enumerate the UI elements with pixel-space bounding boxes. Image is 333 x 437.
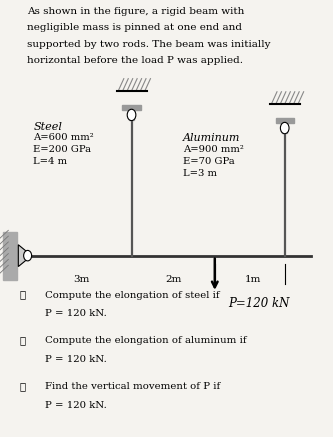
Bar bbox=[282, 123, 287, 133]
Text: 1m: 1m bbox=[245, 275, 261, 284]
Text: E=200 GPa: E=200 GPa bbox=[33, 145, 92, 154]
Text: negligible mass is pinned at one end and: negligible mass is pinned at one end and bbox=[27, 23, 242, 32]
Text: Compute the elongation of steel if: Compute the elongation of steel if bbox=[45, 291, 219, 300]
Circle shape bbox=[24, 250, 32, 261]
Text: ②: ② bbox=[20, 336, 26, 346]
Text: L=4 m: L=4 m bbox=[33, 157, 67, 166]
Text: P = 120 kN.: P = 120 kN. bbox=[45, 309, 107, 318]
Text: Aluminum: Aluminum bbox=[183, 133, 240, 143]
Circle shape bbox=[280, 122, 289, 134]
Text: Steel: Steel bbox=[33, 122, 62, 132]
Text: ③: ③ bbox=[20, 382, 26, 392]
Text: P = 120 kN.: P = 120 kN. bbox=[45, 401, 107, 410]
Text: A=900 mm²: A=900 mm² bbox=[183, 145, 244, 154]
Text: As shown in the figure, a rigid beam with: As shown in the figure, a rigid beam wit… bbox=[27, 7, 244, 16]
Text: horizontal before the load P was applied.: horizontal before the load P was applied… bbox=[27, 56, 243, 66]
Text: Compute the elongation of aluminum if: Compute the elongation of aluminum if bbox=[45, 336, 246, 346]
Bar bbox=[123, 105, 141, 110]
Text: A=600 mm²: A=600 mm² bbox=[33, 133, 94, 142]
Text: ①: ① bbox=[20, 291, 26, 300]
Text: P=120 kN: P=120 kN bbox=[228, 297, 289, 310]
Bar bbox=[129, 110, 134, 120]
Text: L=3 m: L=3 m bbox=[183, 169, 217, 178]
Circle shape bbox=[127, 109, 136, 121]
Polygon shape bbox=[18, 245, 32, 267]
Text: 3m: 3m bbox=[73, 275, 90, 284]
Text: 2m: 2m bbox=[165, 275, 181, 284]
Bar bbox=[276, 118, 294, 123]
Text: Find the vertical movement of P if: Find the vertical movement of P if bbox=[45, 382, 220, 392]
Text: supported by two rods. The beam was initially: supported by two rods. The beam was init… bbox=[27, 40, 270, 49]
Text: P = 120 kN.: P = 120 kN. bbox=[45, 355, 107, 364]
Bar bbox=[3, 232, 17, 280]
Text: E=70 GPa: E=70 GPa bbox=[183, 157, 235, 166]
